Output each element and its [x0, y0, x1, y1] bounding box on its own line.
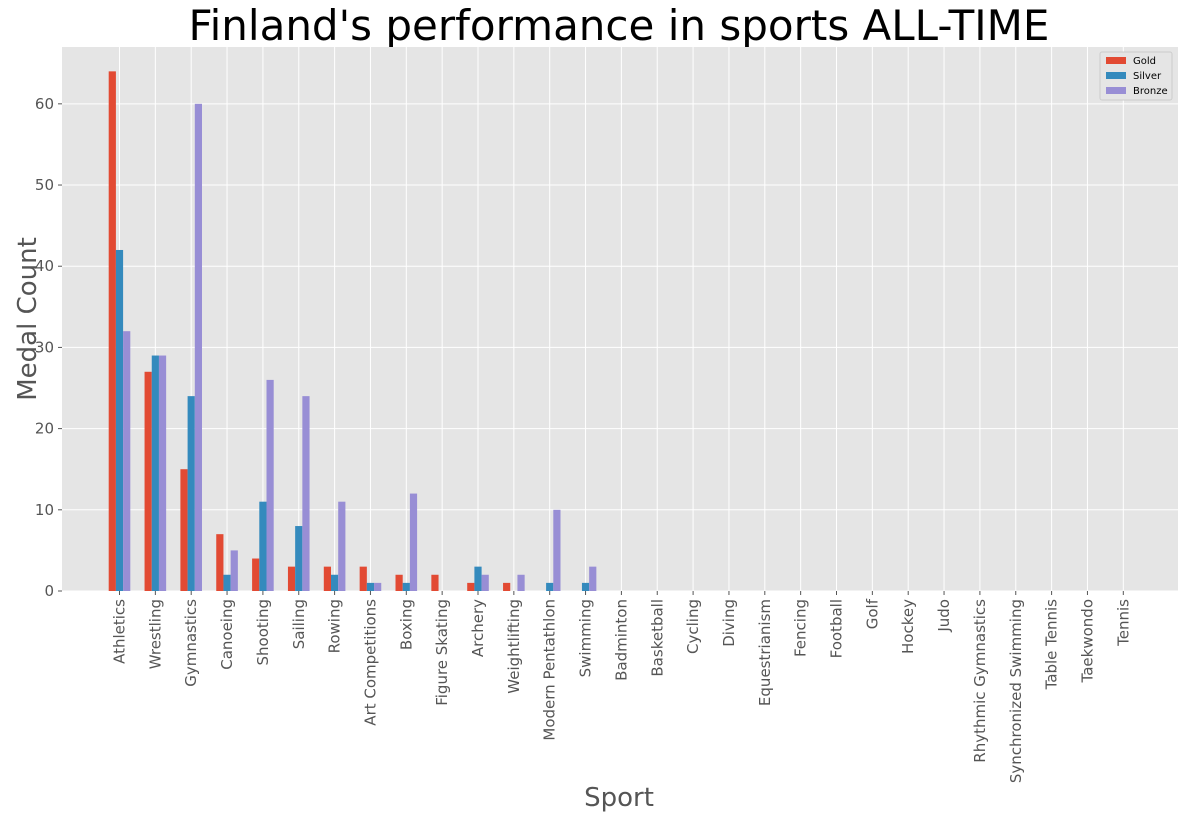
x-tick-label: Boxing — [397, 599, 415, 650]
x-tick-label: Wrestling — [146, 599, 164, 669]
y-tick-label: 0 — [44, 582, 54, 600]
x-tick-label: Cycling — [684, 599, 702, 654]
bar-bronze — [123, 331, 131, 591]
x-tick-label: Diving — [720, 599, 738, 647]
x-axis-title: Sport — [584, 783, 654, 813]
bar-gold — [144, 371, 152, 591]
x-tick-label: Sailing — [290, 599, 308, 649]
x-tick-label: Badminton — [612, 599, 630, 681]
x-tick-label: Taekwondo — [1078, 599, 1096, 683]
y-tick-label: 60 — [35, 95, 54, 113]
bar-gold — [323, 566, 331, 591]
bar-gold — [431, 574, 439, 591]
legend-label-gold: Gold — [1133, 56, 1156, 67]
x-tick-label: Modern Pentathlon — [541, 599, 559, 741]
bar-gold — [108, 71, 116, 591]
bar-silver — [402, 582, 410, 591]
bar-bronze — [194, 103, 202, 592]
x-tick-label: Rowing — [326, 599, 344, 653]
legend-label-bronze: Bronze — [1133, 86, 1168, 97]
legend: Gold Silver Bronze — [1099, 51, 1173, 101]
x-tick-label: Hockey — [899, 599, 917, 654]
x-tick-label: Football — [828, 599, 846, 658]
y-axis-title: Medal Count — [13, 237, 43, 401]
x-tick-label: Art Competitions — [361, 599, 379, 726]
bar-silver — [366, 582, 375, 591]
bar-bronze — [230, 550, 238, 591]
legend-swatch-silver — [1106, 72, 1126, 79]
x-tick-label: Golf — [863, 598, 881, 629]
legend-swatch-bronze — [1106, 87, 1126, 94]
bar-silver — [546, 582, 554, 591]
grid-lines — [62, 47, 1178, 592]
bar-gold — [287, 566, 296, 591]
x-tick-label: Archery — [469, 599, 487, 657]
bar-silver — [295, 526, 303, 591]
bar-gold — [467, 582, 475, 591]
bar-bronze — [481, 574, 489, 591]
y-tick-label: 30 — [35, 338, 54, 356]
x-tick-label: Athletics — [111, 599, 129, 664]
bar-bronze — [302, 396, 310, 591]
bar-silver — [474, 566, 482, 591]
plot-area — [62, 47, 1178, 591]
y-axis-ticks: 0 10 20 30 40 50 60 — [35, 95, 62, 600]
bar-gold — [359, 566, 367, 591]
bar-bronze — [374, 582, 382, 591]
bar-silver — [151, 355, 159, 591]
x-tick-label: Swimming — [577, 599, 595, 677]
bar-bronze — [553, 509, 561, 591]
bar-silver — [223, 574, 231, 591]
x-tick-label: Equestrianism — [756, 599, 774, 706]
x-tick-label: Gymnastics — [182, 599, 200, 687]
y-tick-label: 10 — [35, 501, 54, 519]
y-tick-label: 50 — [35, 176, 54, 194]
bars-group — [108, 71, 597, 592]
bar-silver — [115, 249, 124, 591]
x-tick-label: Table Tennis — [1043, 599, 1061, 691]
y-tick-label: 40 — [35, 257, 54, 275]
y-tick-label: 20 — [35, 420, 54, 438]
bar-gold — [216, 534, 224, 591]
bar-gold — [395, 574, 403, 591]
x-tick-label: Basketball — [648, 599, 666, 677]
bar-gold — [503, 582, 511, 591]
bar-gold — [252, 558, 260, 591]
x-tick-label: Tennis — [1114, 599, 1132, 647]
bar-silver — [187, 396, 195, 591]
legend-label-silver: Silver — [1133, 71, 1162, 82]
bar-silver — [331, 574, 339, 591]
x-tick-label: Shooting — [254, 599, 272, 665]
bar-bronze — [158, 355, 167, 591]
bar-bronze — [409, 493, 418, 591]
x-tick-label: Weightlifting — [505, 599, 523, 694]
x-tick-label: Rhythmic Gymnastics — [971, 599, 989, 763]
x-axis-ticks: Athletics Wrestling Gymnastics Canoeing Shoo… — [111, 591, 1132, 783]
x-tick-label: Canoeing — [218, 599, 236, 670]
bar-silver — [581, 582, 590, 591]
x-tick-label: Synchronized Swimming — [1007, 599, 1025, 783]
bar-bronze — [589, 566, 597, 591]
chart-title: Finland's performance in sports ALL-TIME — [189, 1, 1050, 50]
x-tick-label: Figure Skating — [433, 599, 451, 706]
x-tick-label: Judo — [935, 599, 953, 633]
legend-swatch-gold — [1106, 57, 1126, 64]
bar-gold — [180, 469, 188, 591]
bar-bronze — [338, 501, 346, 591]
bar-bronze — [266, 379, 274, 591]
bar-bronze — [517, 574, 525, 591]
x-tick-label: Fencing — [792, 599, 810, 657]
bar-silver — [259, 501, 267, 591]
